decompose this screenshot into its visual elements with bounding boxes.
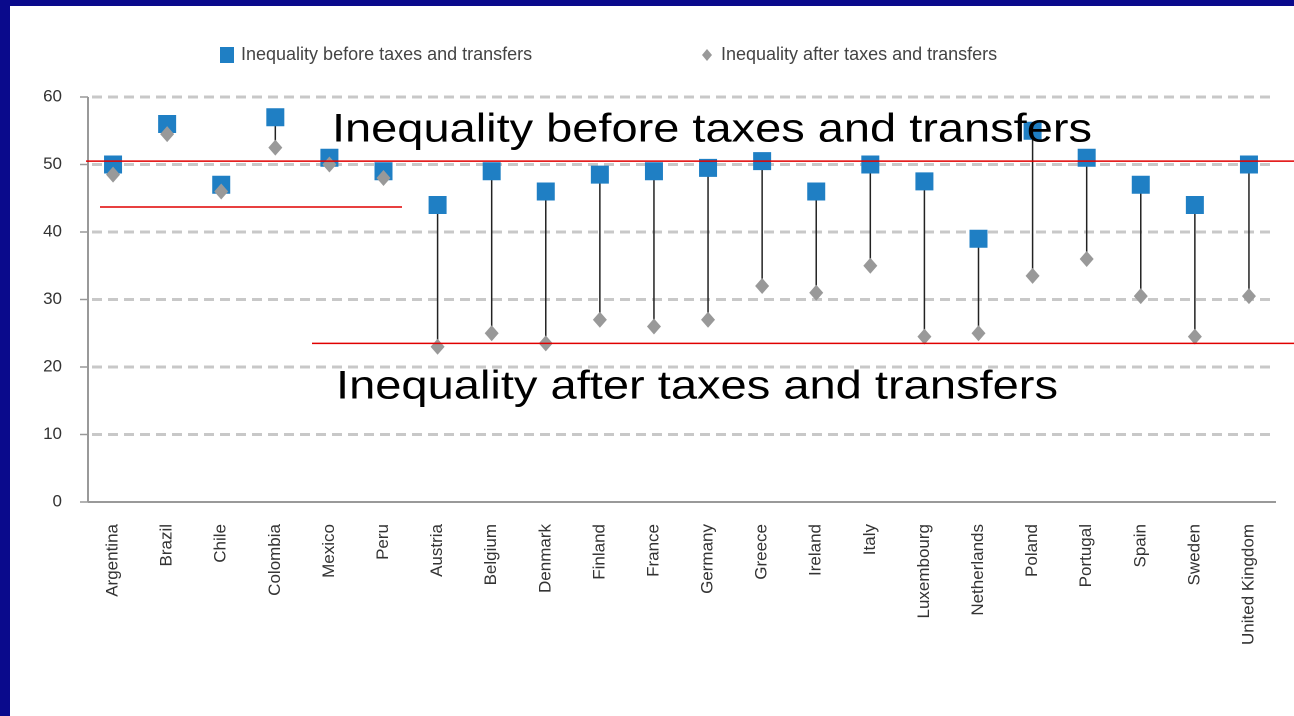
x-tick-label: Germany: [698, 524, 717, 594]
after-marker: [376, 170, 391, 186]
y-tick-label: 40: [43, 221, 62, 240]
before-marker: [428, 196, 447, 214]
legend-label: Inequality after taxes and transfers: [721, 44, 997, 64]
after-marker: [1025, 267, 1040, 284]
x-tick-label: Mexico: [319, 524, 338, 578]
before-marker: [807, 182, 826, 201]
after-marker: [106, 166, 121, 183]
x-tick-label: Colombia: [265, 523, 284, 595]
before-marker: [266, 108, 285, 127]
after-marker: [701, 311, 716, 328]
before-marker: [915, 172, 934, 191]
after-marker: [1187, 328, 1202, 345]
x-tick-label: Denmark: [535, 524, 554, 593]
x-tick-label: Portugal: [1076, 524, 1095, 587]
x-tick-label: Luxembourg: [914, 524, 933, 619]
y-tick-label: 50: [43, 154, 62, 173]
legend-swatch: [220, 47, 234, 63]
y-tick-label: 20: [43, 356, 62, 375]
x-tick-label: Belgium: [481, 524, 500, 585]
before-marker: [1023, 121, 1042, 140]
after-marker: [646, 318, 661, 335]
annotation: Inequality before taxes and transfers: [332, 107, 1092, 151]
before-marker: [104, 155, 123, 174]
after-marker: [917, 328, 932, 345]
before-marker: [1077, 148, 1096, 167]
x-tick-label: United Kingdom: [1238, 524, 1257, 645]
after-marker: [863, 257, 878, 274]
y-tick-label: 0: [53, 491, 62, 510]
after-marker: [160, 126, 175, 143]
y-tick-label: 60: [43, 86, 62, 105]
before-marker: [861, 155, 880, 174]
y-tick-label: 30: [43, 289, 62, 308]
after-marker: [1133, 288, 1148, 305]
before-marker: [699, 158, 718, 177]
x-tick-label: Austria: [427, 523, 446, 576]
x-tick-label: Peru: [373, 524, 392, 560]
before-marker: [1131, 175, 1150, 194]
after-marker: [592, 311, 607, 328]
before-marker: [969, 229, 988, 248]
panel: [10, 6, 1294, 716]
before-marker: [1239, 155, 1258, 174]
after-marker: [484, 325, 499, 342]
x-tick-label: Brazil: [157, 524, 176, 567]
x-tick-label: Ireland: [806, 524, 825, 576]
after-marker: [268, 139, 283, 156]
after-marker: [214, 183, 229, 200]
before-marker: [590, 165, 609, 184]
x-tick-label: Sweden: [1184, 524, 1203, 585]
x-tick-label: Finland: [589, 524, 608, 580]
after-marker: [809, 284, 824, 301]
before-marker: [482, 162, 501, 181]
after-marker: [1079, 251, 1094, 267]
before-marker: [158, 115, 177, 133]
x-tick-label: Italy: [860, 524, 879, 556]
x-tick-label: Poland: [1022, 524, 1041, 577]
legend-label: Inequality before taxes and transfers: [241, 44, 532, 64]
x-tick-label: Chile: [211, 524, 230, 563]
after-marker: [971, 325, 986, 342]
legend-swatch: [702, 49, 712, 61]
before-marker: [644, 162, 663, 181]
x-tick-label: Netherlands: [968, 524, 987, 616]
x-tick-label: Argentina: [103, 523, 122, 596]
annotation: Inequality after taxes and transfers: [336, 364, 1058, 408]
x-tick-label: Spain: [1130, 524, 1149, 567]
x-tick-label: Greece: [752, 524, 771, 580]
x-tick-label: France: [643, 524, 662, 577]
before-marker: [536, 182, 555, 201]
y-tick-label: 10: [43, 424, 62, 443]
after-marker: [755, 278, 770, 294]
before-marker: [1185, 196, 1204, 214]
after-marker: [1241, 288, 1256, 305]
